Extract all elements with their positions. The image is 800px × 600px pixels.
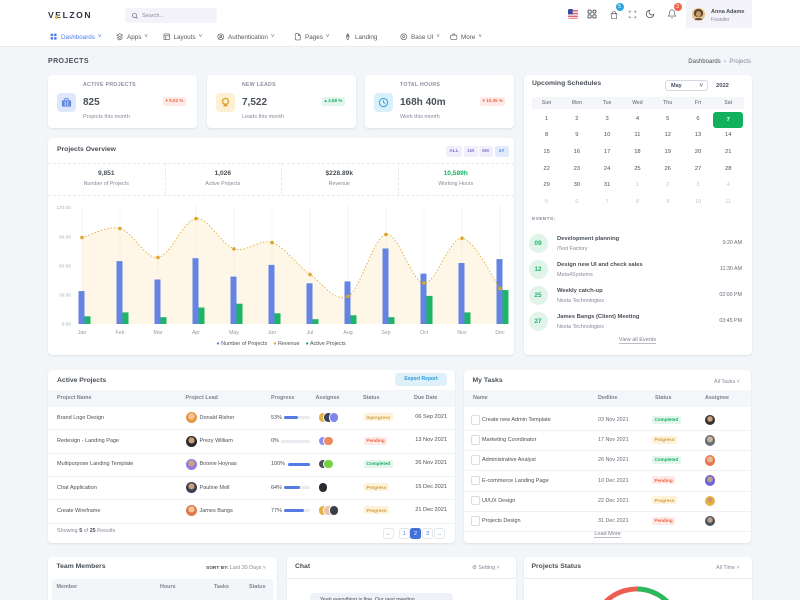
svg-text:30.00: 30.00 — [59, 292, 71, 298]
svg-text:Dec: Dec — [495, 330, 505, 336]
svg-text:Feb: Feb — [116, 330, 125, 336]
svg-text:Sep: Sep — [381, 330, 390, 336]
svg-text:60.00: 60.00 — [59, 263, 71, 269]
svg-text:Nov: Nov — [457, 330, 467, 336]
svg-text:May: May — [229, 330, 239, 336]
svg-text:Aug: Aug — [343, 330, 352, 336]
svg-text:Oct: Oct — [420, 330, 429, 336]
svg-text:Apr: Apr — [192, 330, 200, 336]
svg-text:Jul: Jul — [307, 330, 314, 336]
svg-text:90.00: 90.00 — [59, 234, 71, 240]
svg-text:0.00: 0.00 — [62, 321, 72, 327]
svg-text:Mar: Mar — [154, 330, 163, 336]
svg-text:Jan: Jan — [78, 330, 86, 336]
svg-text:120.00: 120.00 — [56, 205, 71, 211]
svg-text:Jun: Jun — [268, 330, 276, 336]
